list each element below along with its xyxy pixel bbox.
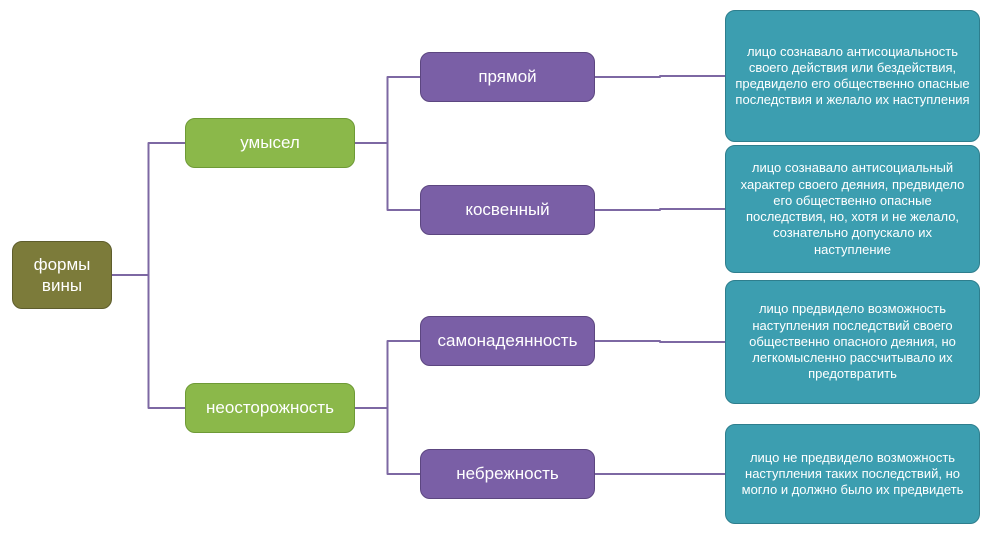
node-desc-recklessness: лицо предвидело возможность наступления …	[725, 280, 980, 404]
node-intent: умысел	[185, 118, 355, 168]
node-desc-recklessness-label: лицо предвидело возможность наступления …	[734, 301, 971, 382]
node-desc-direct: лицо сознавало антисоциальность своего д…	[725, 10, 980, 142]
node-recklessness-label: самонадеянность	[438, 330, 578, 351]
node-desc-carelessness: лицо не предвидело возможность наступлен…	[725, 424, 980, 524]
node-negligence: неосторожность	[185, 383, 355, 433]
node-direct-label: прямой	[478, 66, 536, 87]
node-carelessness-label: небрежность	[456, 463, 558, 484]
node-desc-indirect: лицо сознавало антисоциальный характер с…	[725, 145, 980, 273]
node-root: формы вины	[12, 241, 112, 309]
node-root-label: формы вины	[21, 254, 103, 297]
node-indirect-label: косвенный	[465, 199, 549, 220]
node-desc-carelessness-label: лицо не предвидело возможность наступлен…	[734, 450, 971, 499]
node-intent-label: умысел	[240, 132, 300, 153]
node-carelessness: небрежность	[420, 449, 595, 499]
node-recklessness: самонадеянность	[420, 316, 595, 366]
node-negligence-label: неосторожность	[206, 397, 334, 418]
node-desc-indirect-label: лицо сознавало антисоциальный характер с…	[734, 160, 971, 258]
node-direct: прямой	[420, 52, 595, 102]
node-indirect: косвенный	[420, 185, 595, 235]
node-desc-direct-label: лицо сознавало антисоциальность своего д…	[734, 44, 971, 109]
